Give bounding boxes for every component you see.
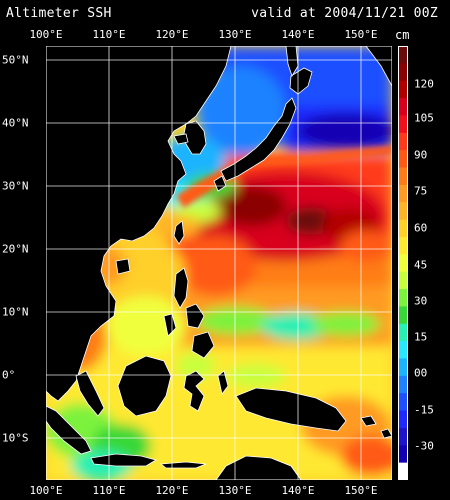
lon-label-bottom: 110°E: [92, 484, 126, 497]
colorbar-label: 00: [414, 366, 428, 380]
colorbar-label: 105: [414, 111, 434, 125]
valid-time: valid at 2004/11/21 00Z: [251, 6, 438, 21]
colorbar-swatch: [398, 410, 408, 429]
colorbar-swatch: [398, 219, 408, 238]
kuroshio-front: [176, 146, 392, 208]
colorbar-swatch: [398, 115, 408, 134]
ssh-map: [46, 46, 392, 480]
lon-label-bottom: 130°E: [218, 484, 252, 497]
colorbar-label: 60: [414, 221, 428, 235]
lat-label: 20°N: [2, 242, 29, 256]
colorbar-swatch: [398, 462, 408, 480]
colorbar-label: 45: [414, 258, 428, 272]
lat-label: 40°N: [2, 116, 29, 130]
colorbar-label: -15: [414, 403, 434, 417]
colorbar-swatch: [398, 375, 408, 394]
lon-label-bottom: 120°E: [155, 484, 189, 497]
lon-label-top: 100°E: [29, 28, 63, 41]
colorbar-swatch: [398, 341, 408, 359]
colorbar-swatch: [398, 132, 408, 151]
lat-label: 10°S: [2, 431, 29, 445]
colorbar-swatch: [398, 254, 408, 273]
lon-label-bottom: 100°E: [29, 484, 63, 497]
colorbar-swatch: [398, 445, 408, 464]
lat-label: 10°N: [2, 305, 29, 319]
colorbar-label: 75: [414, 184, 428, 198]
lat-label: 50°N: [2, 53, 29, 67]
colorbar-label: 90: [414, 148, 428, 162]
colorbar-swatch: [398, 236, 408, 255]
colorbar-swatch: [398, 150, 408, 169]
lat-label: 30°N: [2, 179, 29, 193]
colorbar-swatch: [398, 306, 408, 325]
colorbar-label: 120: [414, 77, 434, 91]
colorbar-swatch: [398, 202, 408, 221]
colorbar-label: 30: [414, 294, 428, 308]
colorbar-swatch: [398, 323, 408, 342]
colorbar-swatch: [398, 46, 408, 64]
colorbar-swatch: [398, 98, 408, 116]
colorbar-swatch: [398, 184, 408, 203]
lon-label-top: 140°E: [281, 28, 315, 41]
colorbar-swatch: [398, 289, 408, 307]
lon-label-bottom: 150°E: [344, 484, 378, 497]
colorbar-label: -30: [414, 439, 434, 453]
colorbar-unit: cm: [395, 28, 410, 42]
lon-label-top: 110°E: [92, 28, 126, 41]
product-title: Altimeter SSH: [6, 6, 112, 21]
colorbar-swatch: [398, 63, 408, 82]
colorbar-swatch: [398, 271, 408, 290]
lon-label-top: 150°E: [344, 28, 378, 41]
lat-label: 0°: [2, 368, 16, 382]
lon-label-top: 120°E: [155, 28, 189, 41]
lon-label-top: 130°E: [218, 28, 252, 41]
lon-label-bottom: 140°E: [281, 484, 315, 497]
colorbar-swatch: [398, 358, 408, 377]
colorbar-swatch: [398, 427, 408, 446]
colorbar-swatch: [398, 393, 408, 412]
colorbar-frame: [398, 46, 408, 480]
colorbar-swatch: [398, 80, 408, 99]
colorbar-swatch: [398, 167, 408, 186]
colorbar-label: 15: [414, 330, 428, 344]
graticule: [46, 46, 392, 480]
colorbar: [398, 46, 408, 480]
